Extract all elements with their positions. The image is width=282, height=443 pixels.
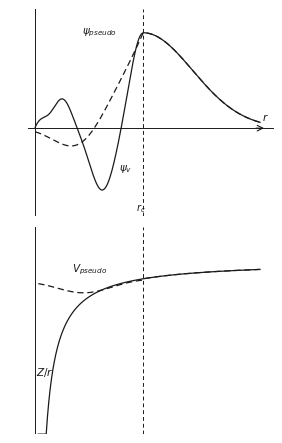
Text: $\psi_{pseudo}$: $\psi_{pseudo}$ [82, 26, 117, 39]
Text: $r_c$: $r_c$ [136, 202, 146, 215]
Text: $V_{pseudo}$: $V_{pseudo}$ [72, 263, 108, 277]
Text: $r$: $r$ [262, 112, 269, 123]
Text: $Z/r$: $Z/r$ [36, 366, 53, 379]
Text: $\psi_v$: $\psi_v$ [119, 163, 132, 175]
